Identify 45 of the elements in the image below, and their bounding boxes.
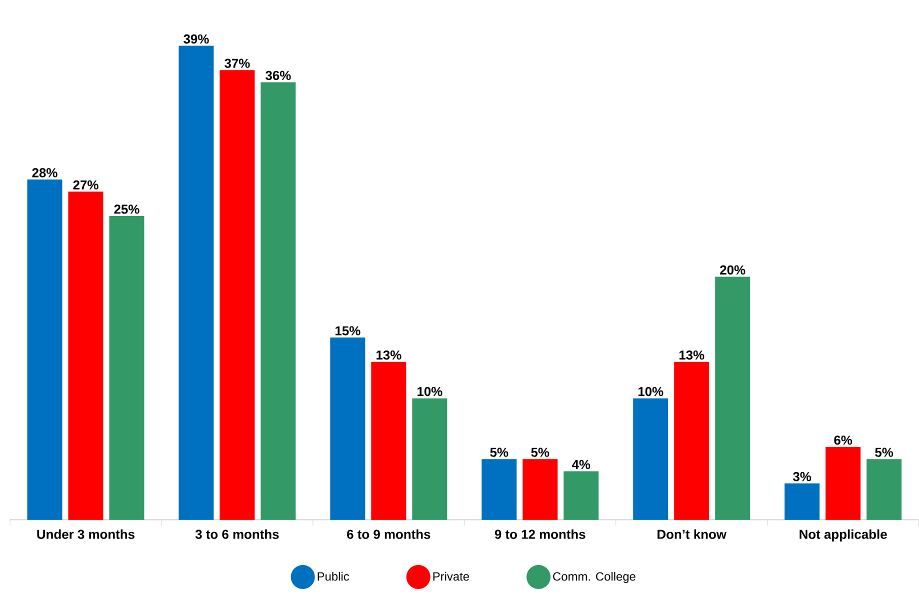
x-tick-label: 6 to 9 months [347,529,430,539]
data-label: 27% [73,180,98,190]
data-label: 28% [32,168,58,178]
data-label: 5% [531,448,550,457]
bar [68,192,104,520]
bar [220,70,255,520]
bar [784,483,820,520]
bar [260,82,296,520]
bar [178,46,214,520]
data-label: 39% [184,34,209,44]
data-label: 5% [875,448,894,457]
bar [330,338,366,520]
x-tick-label: Don’t know [658,529,726,539]
bar [866,459,902,520]
x-tick-label: 3 to 6 months [195,529,279,539]
data-label: 6% [834,436,852,445]
legend-label: Comm. College [553,572,636,584]
bar [482,459,517,520]
data-label: 4% [572,460,590,470]
x-tick-label: Under 3 months [37,529,134,539]
data-label: 13% [376,350,402,360]
data-label: 3% [793,472,812,482]
bar [371,362,406,520]
data-label: 25% [114,204,140,214]
data-label: 10% [638,387,664,396]
bar [826,447,861,520]
bar [715,276,750,520]
bar [109,216,144,520]
data-label: 13% [679,350,704,360]
data-label: 20% [720,265,746,275]
bar [27,180,62,520]
data-label: 36% [266,70,291,80]
x-tick-label: Not applicable [800,529,887,542]
bar [633,398,668,520]
bar [522,459,558,520]
data-label: 10% [418,387,442,396]
bar [412,398,448,520]
bar [674,362,710,520]
data-label: 5% [490,448,508,457]
data-label: 37% [224,58,250,68]
legend-label: Private [433,572,469,581]
bar [564,471,599,520]
data-label: 15% [336,326,360,336]
x-tick-label: 9 to 12 months [494,529,586,539]
legend-label: Public [318,572,350,581]
